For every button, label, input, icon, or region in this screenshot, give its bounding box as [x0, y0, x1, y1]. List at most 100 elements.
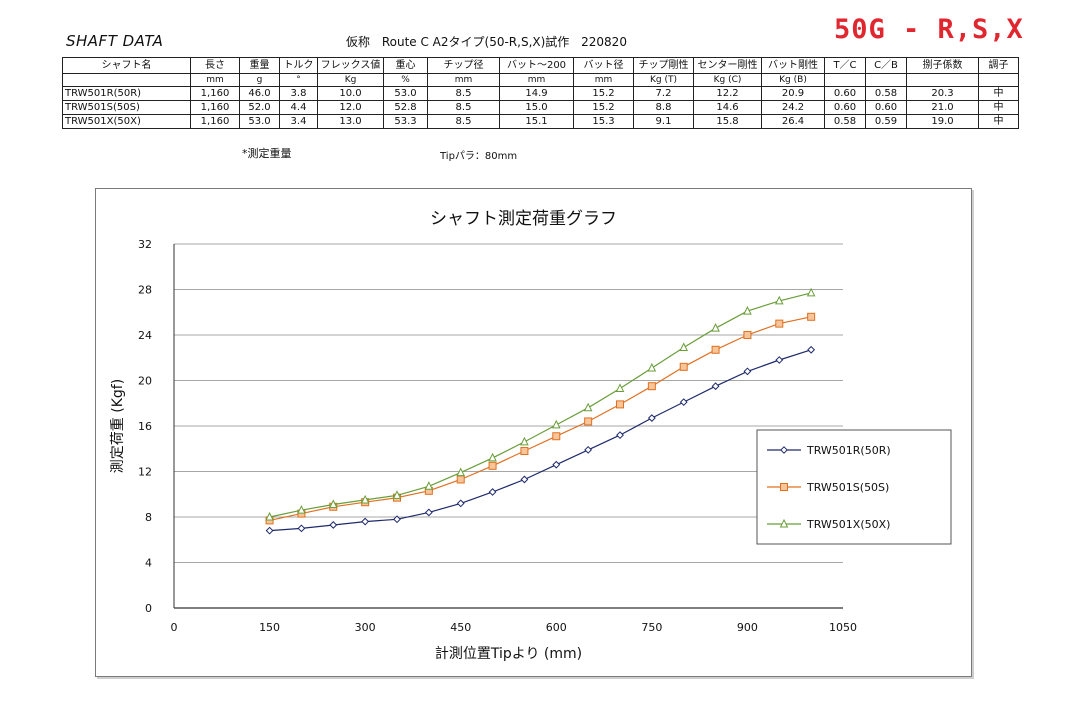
- spec-value-cell: 21.0: [906, 100, 979, 115]
- legend-label: TRW501R(50R): [806, 444, 891, 457]
- legend-marker-3: [779, 518, 789, 528]
- spec-value-cell: 0.60: [824, 100, 866, 115]
- spec-value-cell: 14.9: [499, 86, 574, 101]
- data-point-s1: [297, 524, 306, 533]
- spec-value-cell: 3.4: [279, 114, 318, 129]
- data-point-s2: [807, 312, 816, 321]
- spec-value-cell: 0.60: [824, 86, 866, 101]
- data-point-s1: [520, 475, 529, 484]
- x-tick-label: 450: [450, 621, 471, 634]
- spec-value-cell: 13.0: [317, 114, 384, 129]
- data-point-s2: [552, 432, 561, 441]
- data-point-s3: [647, 362, 657, 372]
- unit-cell: [906, 73, 979, 87]
- spec-value-cell: 1,160: [190, 100, 240, 115]
- spec-prefix: 仮称: [346, 35, 371, 49]
- spec-value-cell: 9.1: [633, 114, 694, 129]
- spec-value-cell: 1,160: [190, 114, 240, 129]
- unit-cell: [824, 73, 866, 87]
- spec-value-cell: 3.8: [279, 86, 318, 101]
- spec-value-cell: 0.58: [824, 114, 866, 129]
- data-point-s2: [616, 400, 624, 409]
- data-point-s1: [265, 526, 274, 535]
- spec-value-cell: 8.5: [427, 114, 500, 129]
- column-header: 重量: [239, 57, 280, 74]
- data-point-s3: [774, 295, 784, 305]
- data-point-s3: [297, 505, 306, 514]
- x-tick-label: 750: [641, 621, 662, 634]
- data-point-s1: [743, 367, 752, 376]
- data-point-s2: [743, 331, 752, 339]
- spec-value-cell: 46.0: [239, 86, 280, 101]
- column-header: バット～200: [499, 57, 574, 74]
- y-tick-label: 4: [145, 557, 152, 570]
- data-point-s1: [584, 445, 593, 454]
- column-header: トルク: [279, 57, 318, 74]
- x-tick-label: 1050: [829, 621, 857, 634]
- spec-value-cell: 26.4: [761, 114, 825, 129]
- data-point-s3: [679, 342, 689, 352]
- spec-value-cell: 53.3: [383, 114, 428, 129]
- legend-marker-2: [780, 483, 788, 491]
- column-header: 捌子係数: [906, 57, 979, 74]
- shaft-name-cell: TRW501S(50S): [62, 100, 191, 115]
- legend-label: TRW501X(50X): [806, 518, 890, 531]
- unit-cell: [62, 73, 191, 87]
- unit-cell: Kg (B): [761, 73, 825, 87]
- data-point-s3: [520, 436, 529, 446]
- spec-unit-row: mm g ° Kg% mm mm mm Kg (T) Kg (C) Kg (B): [62, 73, 1019, 87]
- data-point-s2: [520, 447, 529, 456]
- spec-value-cell: 24.2: [761, 100, 825, 115]
- y-tick-label: 16: [138, 420, 152, 433]
- unit-cell: %: [383, 73, 428, 87]
- data-point-s2: [488, 461, 497, 470]
- spec-value-cell: 20.3: [906, 86, 979, 101]
- data-point-s3: [615, 383, 625, 392]
- spec-value-cell: 20.9: [761, 86, 825, 101]
- shaft-name-cell: TRW501X(50X): [62, 114, 191, 129]
- series-line-3: [269, 292, 812, 518]
- data-point-s3: [488, 452, 497, 462]
- y-axis-label: 測定荷重 (Kgf): [110, 379, 126, 473]
- data-point-s3: [424, 481, 434, 490]
- data-point-s2: [775, 319, 784, 328]
- unit-cell: mm: [573, 73, 634, 87]
- spec-value-cell: 中: [978, 114, 1019, 129]
- spec-value-cell: 8.5: [427, 86, 500, 101]
- load-chart: シャフト測定荷重グラフ 0 4 8 12 16 20 24 28 32 0 150 300 450 600 7…: [95, 188, 972, 677]
- table-row: TRW501S(50S) 1,160 52.0 4.4 12.0 52.8 8.5 15.0 1…: [62, 100, 1019, 115]
- spec-value-cell: 7.2: [633, 86, 694, 101]
- column-header: 調子: [978, 57, 1019, 74]
- y-tick-label: 20: [138, 375, 152, 388]
- y-tick-label: 0: [145, 602, 152, 615]
- data-point-s2: [711, 345, 720, 354]
- spec-text: Route C A2タイプ(50-R,S,X)試作: [381, 35, 570, 49]
- data-point-s2: [584, 417, 593, 426]
- spec-description: 仮称 Route C A2タイプ(50-R,S,X)試作 220820: [346, 33, 635, 50]
- chart-title: シャフト測定荷重グラフ: [430, 209, 617, 229]
- x-tick-label: 150: [259, 621, 280, 634]
- data-point-s1: [329, 521, 338, 529]
- column-header: フレックス値: [317, 57, 384, 74]
- data-point-s1: [807, 345, 816, 354]
- spec-value-cell: 8.8: [633, 100, 694, 115]
- data-point-s2: [647, 382, 656, 391]
- data-point-s3: [360, 494, 370, 504]
- data-point-s3: [551, 419, 561, 429]
- spec-date: 220820: [581, 35, 627, 49]
- column-header: バット径: [573, 57, 634, 74]
- x-axis-label: 計測位置Tipより (mm): [435, 646, 582, 662]
- y-tick-label: 32: [138, 238, 152, 251]
- shaft-spec-table: シャフト名 長さ 重量 トルク フレックス値 重心 チップ径 バット～200 バット径 チップ剛性…: [62, 57, 1019, 129]
- data-point-s1: [393, 515, 401, 524]
- data-point-s3: [743, 305, 752, 315]
- tip-parallel-note: Tipパラ：80mm: [440, 151, 518, 162]
- table-row: TRW501R(50R) 1,160 46.0 3.8 10.0 53.0 8.5 14.9 1…: [62, 86, 1019, 101]
- unit-cell: °: [279, 73, 318, 87]
- spec-value-cell: 15.1: [499, 114, 574, 129]
- x-tick-label: 300: [355, 621, 376, 634]
- spec-value-cell: 10.0: [317, 86, 384, 101]
- column-header: C／B: [865, 57, 907, 74]
- legend-marker-1: [780, 446, 788, 454]
- spec-value-cell: 52.0: [239, 100, 280, 115]
